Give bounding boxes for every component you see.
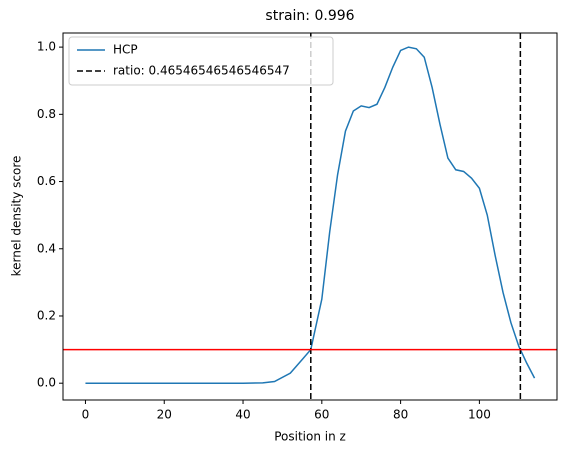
x-tick-label: 80 — [393, 408, 408, 422]
x-tick-label: 20 — [157, 408, 172, 422]
line-series — [85, 46, 536, 384]
x-tick-label: 100 — [468, 408, 491, 422]
y-tick-label: 0.4 — [37, 241, 56, 255]
legend-label: ratio: 0.46546546546546547 — [113, 64, 290, 78]
x-tick-label: 40 — [235, 408, 250, 422]
y-tick-label: 0.6 — [37, 174, 56, 188]
y-tick-label: 1.0 — [37, 40, 56, 54]
legend-label: HCP — [113, 43, 138, 57]
y-axis-label: kernel density score — [10, 156, 24, 277]
y-tick-label: 0.0 — [37, 376, 56, 390]
x-tick-label: 0 — [82, 408, 90, 422]
x-axis-label: Position in z — [274, 430, 346, 444]
legend-box — [68, 36, 334, 86]
y-tick-label: 0.2 — [37, 308, 56, 322]
chart-title: strain: 0.996 — [265, 8, 354, 24]
y-tick-label: 0.8 — [37, 107, 56, 121]
x-tick-label: 60 — [314, 408, 329, 422]
plot-frame — [62, 32, 558, 401]
